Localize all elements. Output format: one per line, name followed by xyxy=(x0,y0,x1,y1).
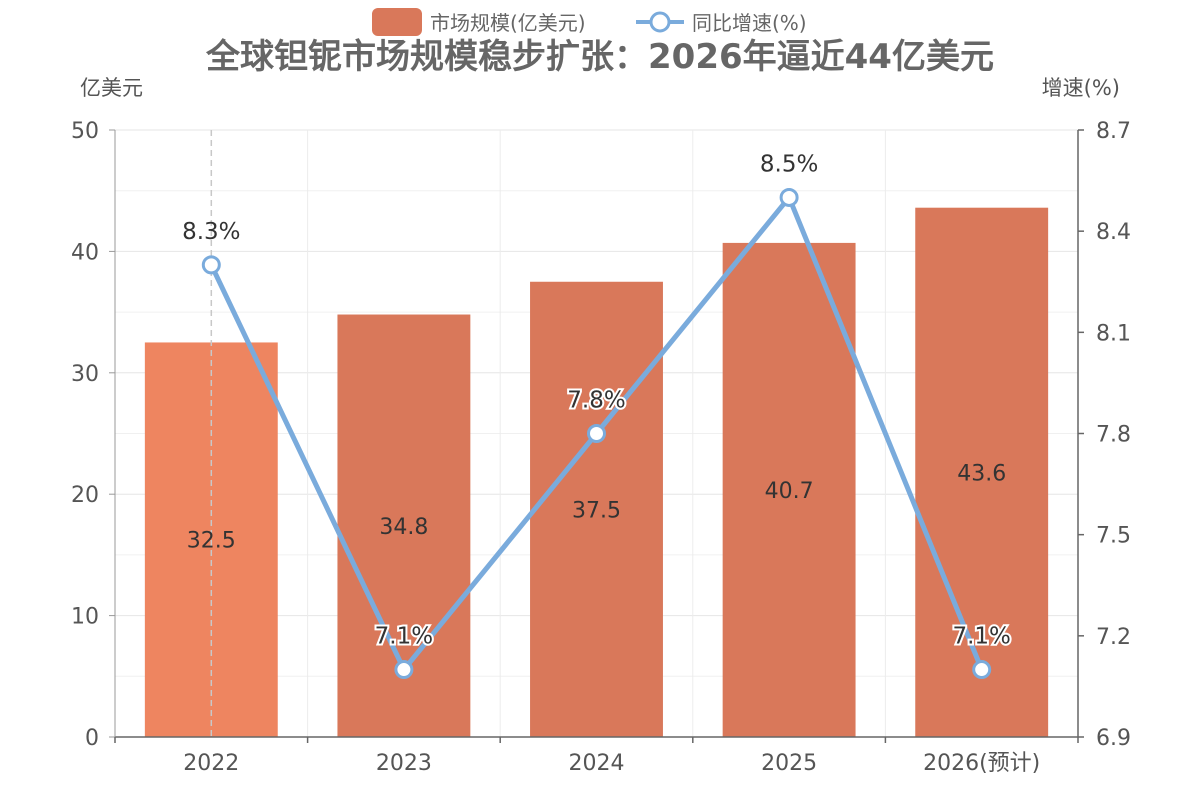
y-right-tick-label: 7.5 xyxy=(1096,524,1131,549)
x-tick-label: 2022 xyxy=(183,751,239,776)
growth-value-label: 7.1% xyxy=(952,624,1010,650)
y-right-tick-label: 8.4 xyxy=(1096,220,1131,245)
growth-value-label: 8.3% xyxy=(182,219,240,245)
legend[interactable]: 市场规模(亿美元) 同比增速(%) xyxy=(372,8,807,36)
growth-point[interactable] xyxy=(972,660,992,680)
y-right-tick-label: 8.1 xyxy=(1096,321,1131,346)
legend-bar-label[interactable]: 市场规模(亿美元) xyxy=(430,11,586,35)
y-left-tick-label: 10 xyxy=(71,605,99,630)
y-left-tick-label: 50 xyxy=(71,119,99,144)
y-left-axis-name: 亿美元 xyxy=(80,76,143,100)
bar-value-label: 40.7 xyxy=(765,479,814,504)
axes-layer: 0 10 20 30 40 50 6.9 7.2 7.5 7.8 8.1 8.4 8.7 2022 2023… xyxy=(71,119,1131,776)
y-left-tick-label: 20 xyxy=(71,483,99,508)
y-right-tick-label: 7.8 xyxy=(1096,423,1131,448)
y-right-tick-label: 6.9 xyxy=(1096,726,1131,751)
bar-value-label: 32.5 xyxy=(187,529,236,554)
growth-value-label: 7.8% xyxy=(567,388,625,414)
bar-value-label: 37.5 xyxy=(572,498,621,523)
y-left-tick-label: 40 xyxy=(71,240,99,265)
x-tick-label: 2023 xyxy=(376,751,432,776)
growth-point[interactable] xyxy=(587,424,606,443)
x-tick-label: 2025 xyxy=(761,751,817,776)
growth-point[interactable] xyxy=(201,255,221,275)
x-tick-label: 2024 xyxy=(569,751,625,776)
growth-value-label: 7.1% xyxy=(375,624,433,650)
legend-line-label[interactable]: 同比增速(%) xyxy=(692,11,807,35)
bar-value-label: 43.6 xyxy=(957,461,1006,486)
growth-point[interactable] xyxy=(394,660,414,680)
legend-bar-swatch[interactable] xyxy=(372,8,422,36)
y-left-tick-label: 30 xyxy=(71,362,99,387)
bar[interactable] xyxy=(915,207,1049,738)
chart-title: 全球钽铌市场规模稳步扩张：2026年逼近44亿美元 xyxy=(205,37,994,77)
y-right-tick-label: 7.2 xyxy=(1096,625,1131,650)
bar[interactable] xyxy=(530,281,663,737)
growth-value-label: 8.5% xyxy=(760,151,818,177)
y-right-axis-name: 增速(%) xyxy=(1042,76,1120,100)
line-layer xyxy=(201,187,992,680)
bar-value-label: 34.8 xyxy=(379,515,428,540)
x-tick-label: 2026(预计) xyxy=(923,751,1040,776)
legend-line-marker[interactable] xyxy=(649,11,671,33)
y-left-tick-label: 0 xyxy=(85,726,99,751)
growth-point[interactable] xyxy=(779,187,799,207)
bar[interactable] xyxy=(722,242,856,738)
labels-layer: 32.5 34.8 37.5 40.7 43.6 8.3% 7.1% 7.8% 8.5% 7.1% xyxy=(182,151,1013,651)
y-right-tick-label: 8.7 xyxy=(1096,119,1131,144)
bars-layer xyxy=(144,130,1049,738)
